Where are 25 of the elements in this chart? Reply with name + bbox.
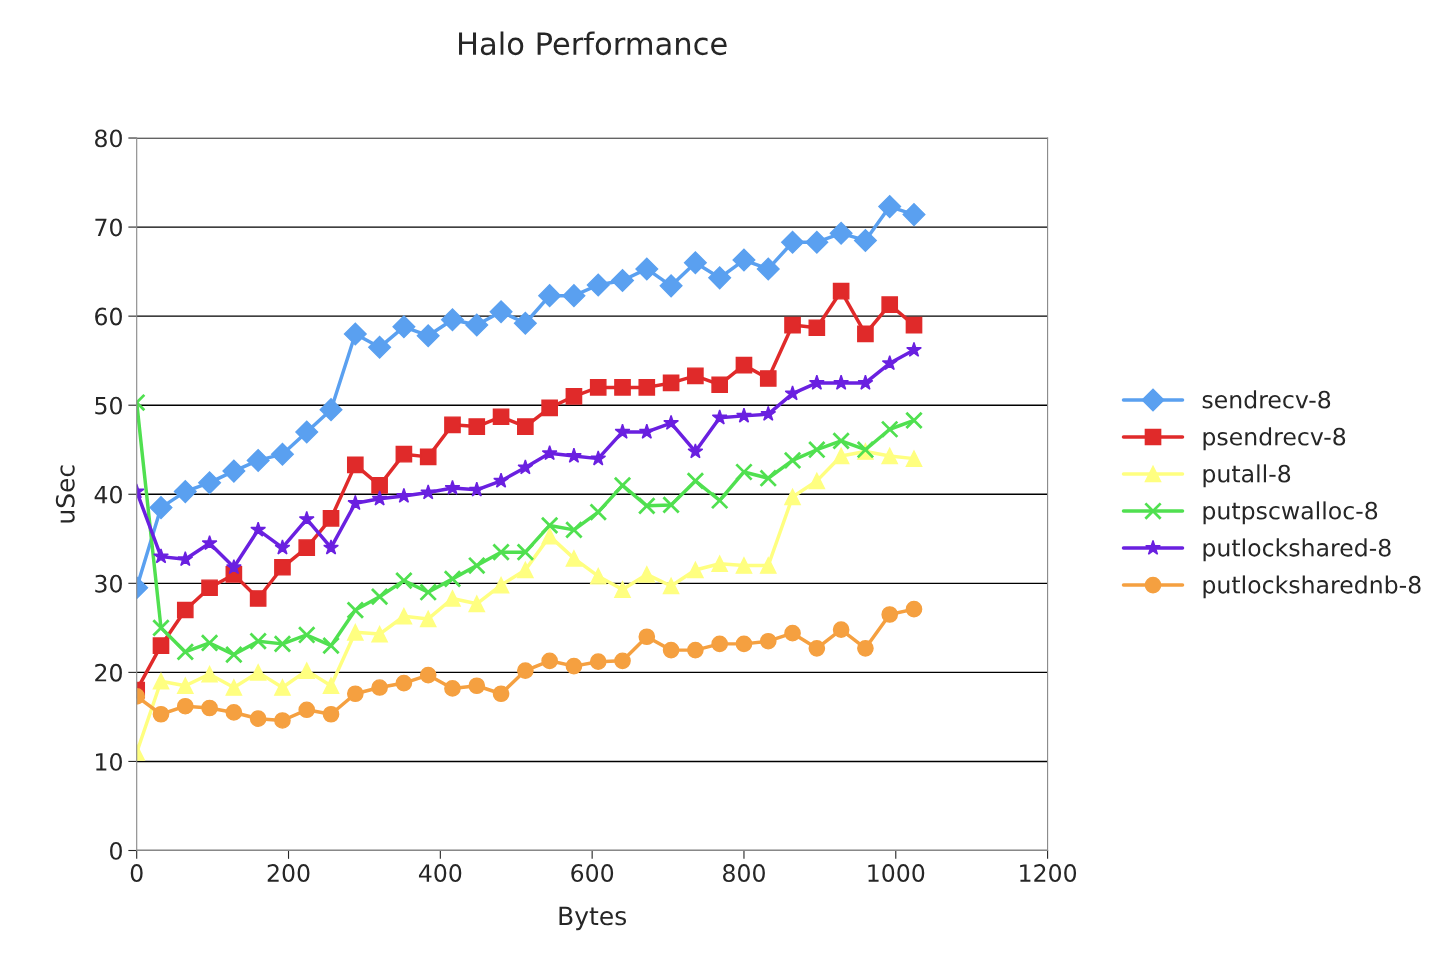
x-axis-title: Bytes — [559, 906, 626, 931]
y-tick-label: 80 — [95, 129, 122, 148]
legend-label: putlockshared-8 — [1203, 538, 1391, 562]
x-tick-label: 0 — [130, 864, 143, 882]
y-tick-label: 20 — [95, 663, 122, 682]
x-tick-label: 1200 — [1020, 864, 1077, 882]
x-tick-label: 1000 — [868, 864, 925, 882]
x-tick-label: 600 — [571, 864, 614, 882]
y-tick-label: 0 — [110, 841, 122, 860]
y-tick-label: 50 — [95, 396, 122, 415]
x-tick-label: 800 — [723, 864, 765, 882]
y-tick-label: 60 — [95, 307, 122, 326]
legend-label: putlocksharednb-8 — [1203, 575, 1421, 599]
y-tick-label: 40 — [94, 485, 122, 504]
y-tick-label: 30 — [95, 574, 122, 593]
x-tick-label: 200 — [267, 864, 310, 882]
legend-label: putpscwalloc-8 — [1203, 501, 1378, 525]
chart-title: Halo Performance — [459, 31, 727, 56]
legend-label: putall-8 — [1203, 464, 1291, 488]
legend-label: psendrecv-8 — [1203, 427, 1346, 451]
y-tick-label: 10 — [96, 752, 122, 771]
y-tick-label: 70 — [95, 218, 122, 237]
legend-label: sendrecv-8 — [1202, 390, 1331, 409]
x-tick-label: 400 — [418, 864, 462, 882]
y-axis-title: uSec — [55, 465, 75, 523]
